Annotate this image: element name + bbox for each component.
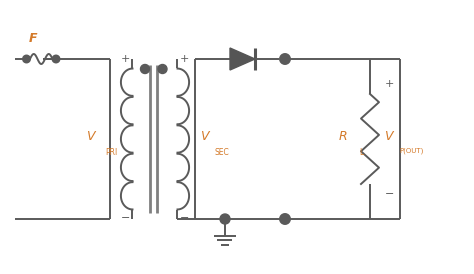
Text: +: +	[120, 55, 130, 64]
Text: P(OUT): P(OUT)	[399, 148, 423, 155]
Text: +: +	[180, 55, 190, 64]
Text: L: L	[359, 148, 363, 157]
Text: −: −	[120, 213, 130, 222]
Circle shape	[53, 56, 60, 62]
Text: SEC: SEC	[215, 148, 230, 157]
Circle shape	[23, 56, 30, 62]
Text: −: −	[180, 213, 190, 222]
Text: $R$: $R$	[338, 130, 347, 143]
Circle shape	[280, 54, 290, 64]
Text: $V$: $V$	[200, 130, 211, 143]
Text: F: F	[28, 32, 37, 45]
Polygon shape	[230, 48, 255, 70]
Text: $V$: $V$	[86, 130, 98, 143]
Text: PRI: PRI	[105, 148, 117, 157]
Circle shape	[220, 214, 230, 224]
Circle shape	[280, 214, 290, 224]
Circle shape	[158, 64, 167, 73]
Text: +: +	[385, 79, 394, 89]
Text: −: −	[385, 189, 394, 199]
Text: $V$: $V$	[384, 130, 395, 143]
Circle shape	[140, 64, 149, 73]
